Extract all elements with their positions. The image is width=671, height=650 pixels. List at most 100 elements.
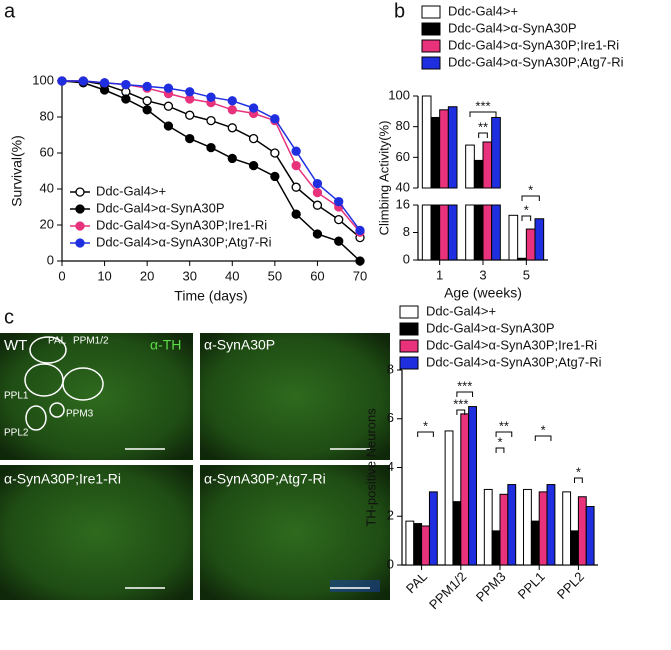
significance-bracket [478,132,488,138]
legend-swatch [421,22,441,36]
data-point [163,101,174,111]
data-point [227,105,237,115]
region-outline [49,402,65,418]
x-tick-label: 70 [353,268,367,283]
x-tick-label: 40 [225,268,239,283]
data-point [227,153,237,164]
bar [482,141,493,189]
y-tick-label: 0 [403,251,410,266]
x-tick-label: 50 [268,268,282,283]
x-tick-label: 5 [523,267,530,282]
data-point [270,114,280,124]
y-tick-label: 6 [387,410,394,425]
image-title: α-SynA30P;Ire1-Ri [4,471,121,487]
data-point [270,148,280,158]
significance-bracket [534,435,552,441]
significance-label: ** [499,418,509,433]
y-tick-label: 20 [40,216,54,231]
data-point [312,178,323,189]
bar [421,204,432,261]
bar [421,525,430,566]
y-tick-label: 8 [387,361,394,376]
y-tick-label: 40 [40,180,54,195]
significance-label: * [528,182,533,197]
data-point [355,256,365,266]
region-label: PPL1 [4,391,29,402]
bar [460,413,470,566]
bar [473,204,484,261]
x-tick-label: 60 [310,268,324,283]
bar [465,144,475,189]
bar [546,484,556,566]
significance-bracket [521,215,532,221]
y-tick-label: 4 [387,459,394,474]
legend-label: Ddc-Gal4>α-SynA30P;Ire1-Ri [426,337,597,352]
x-tick-label: 20 [140,268,154,283]
bar [534,218,545,261]
data-point [227,123,237,133]
region-label: PPL2 [4,428,29,439]
micrograph [0,465,193,600]
x-tick-label: PPM3 [473,569,509,605]
significance-bracket [469,111,497,117]
legend-marker [75,221,85,231]
data-point [99,78,110,88]
data-point [248,133,259,144]
significance-label: * [541,422,546,437]
data-point [121,79,131,90]
region-outline [25,405,47,431]
x-tick-label: PPL2 [554,569,587,602]
legend-swatch [421,56,441,70]
y-tick-label: 100 [388,87,410,102]
tissue-blob [330,580,380,592]
bar [585,506,595,566]
bar [570,530,579,566]
significance-label: *** [453,396,468,411]
bar [405,520,415,566]
bar [439,109,449,189]
bar [447,204,458,261]
data-point [185,110,195,120]
stain-label: α-TH [150,337,181,353]
bar [413,523,423,566]
bar [530,520,540,566]
significance-label: *** [457,378,472,393]
data-point [291,146,301,156]
legend-marker [75,238,85,248]
significance-label: * [497,434,502,449]
bar [430,116,441,189]
bar [444,430,454,566]
y-tick-label: 40 [396,179,410,194]
significance-bracket [456,391,474,397]
significance-label: * [423,418,428,433]
bar [523,488,532,566]
significance-bracket [417,431,434,437]
data-point [248,103,259,113]
legend-label: Ddc-Gal4>+ [426,303,496,318]
region-outline [29,336,67,364]
data-point [227,96,237,106]
y-tick-label: 2 [387,508,394,523]
bar [473,159,484,189]
data-point [78,76,88,86]
bar [430,204,441,261]
legend-swatch [399,322,419,336]
y-tick-label: 80 [396,118,410,133]
bar [439,204,449,261]
data-point [142,81,152,92]
legend-label: Ddc-Gal4>α-SynA30P [96,200,225,215]
bar [491,204,501,261]
region-outline [62,367,104,401]
significance-bracket [495,447,505,453]
bar [421,95,432,189]
data-point [334,236,344,246]
y-tick-label: 100 [32,72,54,87]
significance-label: *** [475,98,490,113]
bar [525,228,536,261]
legend-label: Ddc-Gal4>+ [448,3,518,18]
x-tick-label: 1 [436,267,443,282]
data-point [291,182,301,192]
bar [465,204,475,261]
data-point [270,171,280,182]
y-tick-label: 60 [396,149,410,164]
